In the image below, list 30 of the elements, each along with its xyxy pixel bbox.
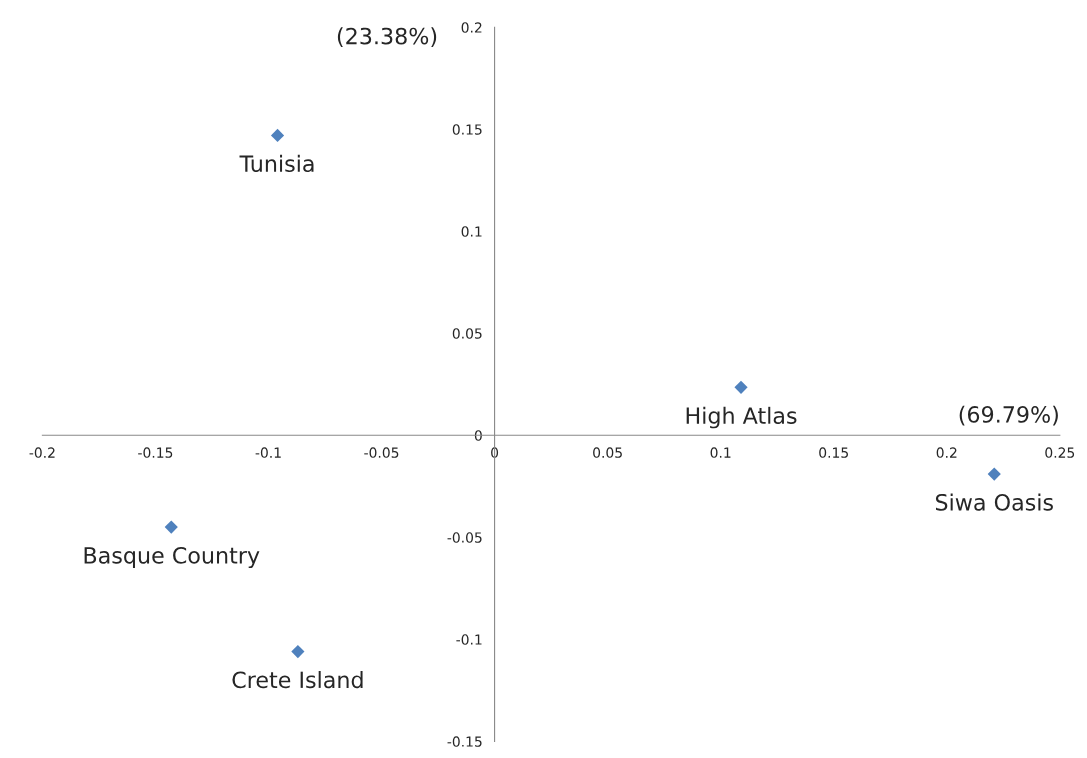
annotation: High Atlas [686,406,797,429]
y-tick-label: -0.05 [447,532,482,543]
point [291,644,305,659]
annotation: Crete Island [232,671,363,689]
x-tick-label: 0.15 [819,447,848,458]
y-tick-label: 0 [474,430,482,441]
x-tick-label: 0.25 [1045,447,1075,458]
y-tick-label: -0.1 [456,634,482,645]
y-tick-label: 0.1 [461,226,482,237]
y-tick-label: 0.15 [452,124,482,135]
y-tick-label: 0.05 [452,328,482,339]
point [270,128,285,142]
annotation: Tunisia [239,154,314,173]
y-tick-label: -0.15 [447,736,482,747]
x-tick-label: 0.1 [710,447,731,458]
x-tick-label: -0.2 [29,447,55,458]
point [987,467,1001,481]
annotation: Basque Country [84,546,260,569]
x-axis-title: (69.79%) [959,405,1058,426]
x-tick-label: 0 [491,447,499,458]
x-tick-label: -0.1 [255,447,281,458]
point [734,380,748,394]
point [164,520,178,534]
x-tick-label: -0.05 [364,447,399,458]
x-tick-label: 0.05 [593,447,622,458]
y-tick-label: 0.2 [461,22,482,33]
x-tick-label: -0.15 [138,447,173,458]
y-axis-title: (23.38%) [337,27,437,48]
x-tick-label: 0.2 [936,447,957,458]
annotation: Siwa Oasis [935,493,1053,511]
